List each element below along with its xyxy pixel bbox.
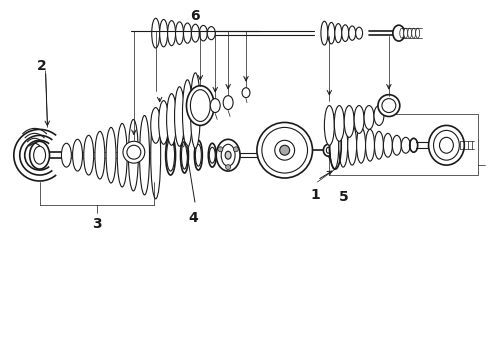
Ellipse shape — [218, 147, 223, 152]
Ellipse shape — [182, 80, 193, 147]
Ellipse shape — [166, 135, 175, 175]
Ellipse shape — [366, 129, 374, 161]
Ellipse shape — [152, 18, 160, 48]
Ellipse shape — [440, 137, 453, 153]
Ellipse shape — [196, 144, 201, 166]
Ellipse shape — [226, 165, 231, 170]
Ellipse shape — [117, 123, 127, 187]
Ellipse shape — [374, 131, 383, 159]
Ellipse shape — [167, 139, 174, 171]
Ellipse shape — [323, 144, 333, 156]
Ellipse shape — [378, 95, 400, 117]
Ellipse shape — [181, 141, 188, 169]
Ellipse shape — [207, 27, 215, 40]
Ellipse shape — [349, 26, 356, 40]
Ellipse shape — [151, 112, 161, 199]
Ellipse shape — [434, 130, 459, 160]
Ellipse shape — [233, 147, 238, 152]
Ellipse shape — [335, 24, 342, 43]
Ellipse shape — [223, 96, 233, 109]
Ellipse shape — [393, 25, 405, 41]
Text: 5: 5 — [340, 190, 349, 204]
Ellipse shape — [400, 28, 404, 38]
Ellipse shape — [187, 86, 214, 125]
Ellipse shape — [280, 145, 290, 155]
Ellipse shape — [330, 121, 339, 169]
Ellipse shape — [408, 28, 412, 38]
Ellipse shape — [242, 88, 250, 98]
Ellipse shape — [356, 27, 363, 39]
Ellipse shape — [180, 137, 189, 173]
Ellipse shape — [364, 105, 374, 129]
Ellipse shape — [404, 28, 408, 38]
Ellipse shape — [191, 73, 200, 148]
Ellipse shape — [334, 105, 344, 141]
Ellipse shape — [106, 127, 116, 183]
Text: 3: 3 — [92, 217, 101, 231]
Ellipse shape — [174, 87, 184, 146]
Ellipse shape — [429, 125, 465, 165]
Ellipse shape — [262, 127, 308, 173]
Ellipse shape — [159, 100, 169, 144]
Text: 6: 6 — [191, 9, 200, 23]
Ellipse shape — [382, 99, 396, 113]
Ellipse shape — [30, 141, 49, 169]
Ellipse shape — [199, 26, 207, 41]
Ellipse shape — [344, 105, 354, 137]
Ellipse shape — [61, 143, 72, 167]
Ellipse shape — [195, 140, 202, 170]
Ellipse shape — [392, 135, 401, 155]
Ellipse shape — [208, 143, 216, 167]
Ellipse shape — [160, 19, 168, 47]
Ellipse shape — [84, 135, 94, 175]
Ellipse shape — [191, 90, 210, 121]
Ellipse shape — [354, 105, 364, 133]
Ellipse shape — [225, 151, 231, 159]
Ellipse shape — [401, 137, 410, 153]
Bar — [329, 113, 478, 175]
Text: 4: 4 — [189, 211, 198, 225]
Ellipse shape — [416, 28, 419, 38]
Text: 1: 1 — [311, 188, 320, 202]
Text: 2: 2 — [37, 59, 47, 73]
Ellipse shape — [140, 116, 149, 195]
Ellipse shape — [342, 25, 349, 41]
Ellipse shape — [357, 127, 366, 163]
Ellipse shape — [210, 99, 220, 113]
Ellipse shape — [321, 21, 328, 45]
Ellipse shape — [209, 147, 215, 163]
Ellipse shape — [151, 108, 161, 143]
Ellipse shape — [275, 140, 294, 160]
Ellipse shape — [324, 105, 334, 145]
Ellipse shape — [339, 123, 348, 167]
Ellipse shape — [383, 133, 392, 157]
Ellipse shape — [257, 122, 313, 178]
Ellipse shape — [216, 139, 240, 171]
Ellipse shape — [192, 24, 199, 42]
Ellipse shape — [183, 23, 192, 43]
Ellipse shape — [412, 28, 416, 38]
Ellipse shape — [95, 131, 105, 179]
Ellipse shape — [127, 145, 141, 159]
Ellipse shape — [128, 120, 138, 191]
Ellipse shape — [168, 21, 175, 46]
Ellipse shape — [175, 22, 183, 44]
Ellipse shape — [221, 144, 235, 166]
Ellipse shape — [328, 22, 335, 44]
Ellipse shape — [374, 105, 384, 125]
Ellipse shape — [34, 146, 46, 164]
Ellipse shape — [123, 141, 145, 163]
Ellipse shape — [73, 139, 82, 171]
Ellipse shape — [348, 125, 357, 165]
Ellipse shape — [167, 94, 176, 145]
